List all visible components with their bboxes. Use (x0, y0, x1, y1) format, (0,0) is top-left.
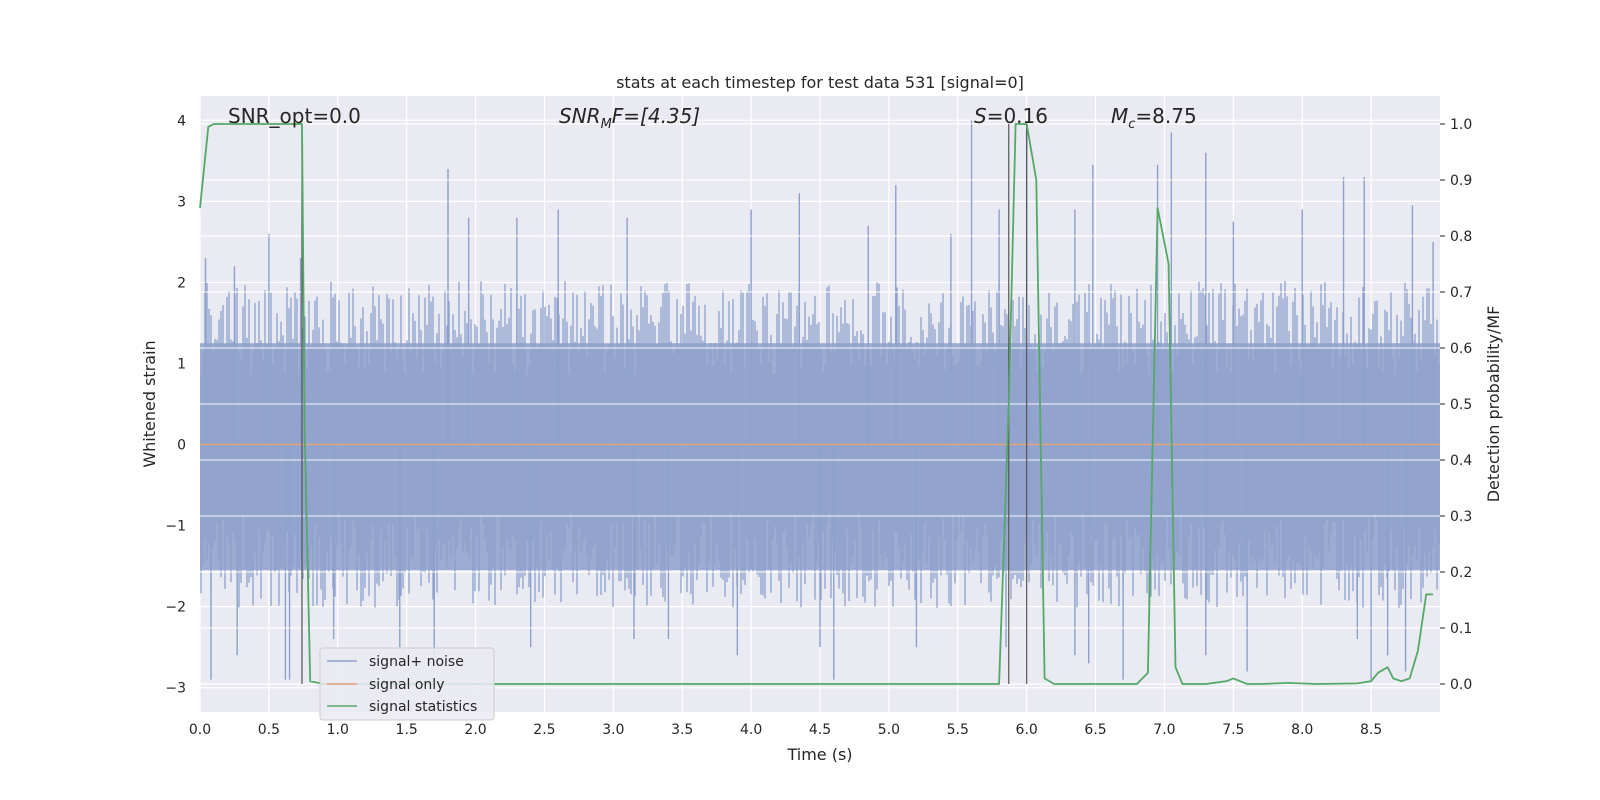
x-tick-label: 8.5 (1360, 722, 1382, 738)
ticks: 0.0 0.5 1.0 1.5 2.0 2.5 3.0 3.5 4.0 4.5 5.0 5.5 6.0 6… (165, 113, 1472, 738)
x-tick-label: 2.0 (464, 722, 486, 738)
y2-tick-label: 0.1 (1450, 621, 1472, 637)
x-tick-label: 2.5 (533, 722, 555, 738)
x-tick-label: 6.0 (1016, 722, 1038, 738)
x-tick-label: 7.5 (1222, 722, 1244, 738)
legend: signal+ noise signal only signal statist… (319, 647, 495, 721)
y2-tick-label: 0.6 (1450, 341, 1472, 357)
annotation-snr-opt: SNR_opt=0.0 (228, 104, 361, 128)
y2-tick-label: 0.7 (1450, 285, 1472, 301)
chart-title: stats at each timestep for test data 531… (616, 73, 1024, 92)
x-axis-label: Time (s) (786, 745, 852, 764)
x-tick-label: 1.5 (396, 722, 418, 738)
y-tick-label: −1 (165, 519, 186, 535)
snr-mf-subscript: M (601, 117, 612, 132)
annotation-s: S=0.16 (974, 104, 1048, 128)
y2-tick-label: 0.4 (1450, 453, 1472, 469)
s-value: =0.16 (987, 104, 1048, 128)
y-tick-label: 0 (177, 438, 186, 454)
y-tick-label: −2 (165, 600, 186, 616)
plot-area (199, 120, 1440, 685)
y-tick-label: 1 (177, 356, 186, 372)
s-symbol: S (974, 104, 987, 128)
mc-symbol: M (1111, 104, 1128, 128)
x-tick-label: 0.5 (258, 722, 280, 738)
x-tick-label: 7.0 (1153, 722, 1175, 738)
x-tick-label: 3.5 (671, 722, 693, 738)
x-tick-label: 5.0 (878, 722, 900, 738)
x-tick-label: 6.5 (1084, 722, 1106, 738)
legend-box (319, 647, 495, 721)
y-tick-label: 4 (177, 113, 186, 129)
y-tick-label: 2 (177, 275, 186, 291)
y2-tick-label: 0.3 (1450, 509, 1472, 525)
y-axis-label: Whitened strain (140, 340, 159, 467)
x-tick-label: 8.0 (1291, 722, 1313, 738)
x-tick-label: 4.0 (740, 722, 762, 738)
x-tick-label: 5.5 (947, 722, 969, 738)
y2-tick-label: 0.9 (1450, 173, 1472, 189)
legend-label-signal-noise: signal+ noise (369, 654, 464, 670)
annotation-mc: Mc=8.75 (1111, 104, 1197, 132)
series-signal-statistics-line (199, 123, 1434, 685)
y2-tick-label: 0.0 (1450, 677, 1472, 693)
y2-tick-label: 1.0 (1450, 117, 1472, 133)
x-tick-label: 4.5 (809, 722, 831, 738)
x-tick-label: 1.0 (327, 722, 349, 738)
legend-label-signal-statistics: signal statistics (369, 699, 477, 715)
y-tick-label: 3 (177, 194, 186, 210)
mc-value: =8.75 (1135, 104, 1196, 128)
y-tick-label: −3 (165, 681, 186, 697)
snr-mf-value: F=[4.35] (612, 104, 700, 128)
x-tick-label: 0.0 (189, 722, 211, 738)
y2-tick-label: 0.5 (1450, 397, 1472, 413)
annotation-snr-mf: SNRMF=[4.35] (559, 104, 700, 132)
y2-tick-label: 0.8 (1450, 229, 1472, 245)
legend-label-signal-only: signal only (369, 677, 444, 693)
mc-subscript: c (1128, 117, 1135, 132)
x-tick-label: 3.0 (602, 722, 624, 738)
snr-mf-symbol: SNR (559, 104, 601, 128)
y2-axis-label: Detection probability/MF (1484, 306, 1503, 503)
y2-tick-label: 0.2 (1450, 565, 1472, 581)
